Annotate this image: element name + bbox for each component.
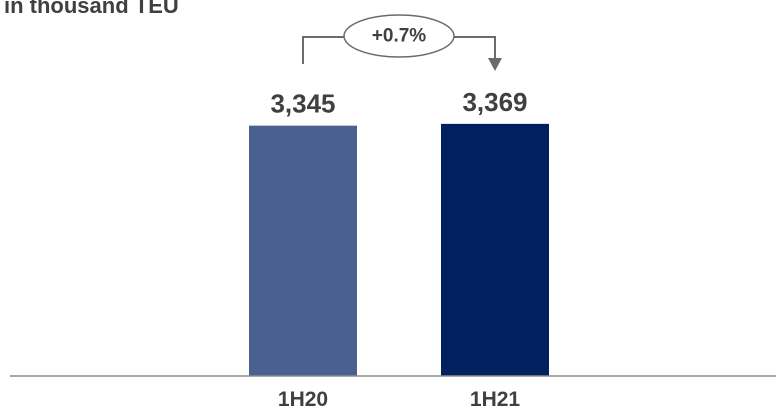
bar-1h21 [441,123,549,376]
bar-1h20 [249,125,357,376]
bars-layer: 3,345 1H20 3,369 1H21 [249,87,549,411]
change-arrow-icon [488,58,502,71]
value-label-1h21: 3,369 [462,87,527,117]
unit-label: in thousand TEU [4,0,179,18]
value-label-1h20: 3,345 [270,89,335,119]
category-label-1h21: 1H21 [470,388,521,411]
change-value-label: +0.7% [372,26,427,47]
change-annotation: +0.7% [302,14,502,71]
change-ellipse [343,14,455,58]
category-label-1h20: 1H20 [278,388,328,411]
